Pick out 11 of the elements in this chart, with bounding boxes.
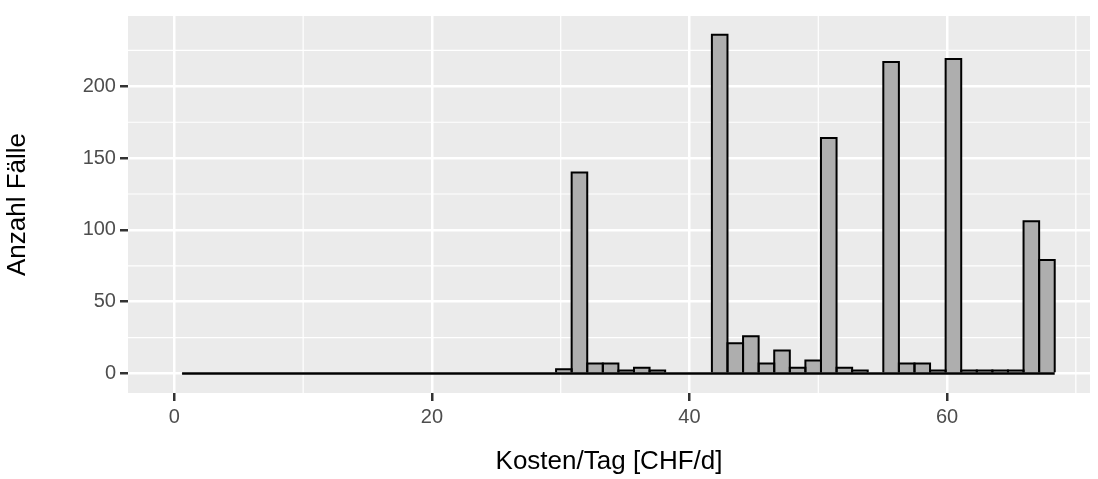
y-tick-label: 50 (93, 289, 116, 312)
y-tick-label: 0 (104, 360, 116, 383)
y-tick-label: 100 (82, 217, 116, 240)
x-tick-label: 20 (420, 404, 444, 427)
y-tick-label: 200 (82, 73, 116, 96)
y-tick-label: 150 (82, 145, 116, 168)
x-axis-title: Kosten/Tag [CHF/d] (495, 444, 723, 475)
y-axis-title: Anzahl Fälle (0, 132, 31, 277)
x-tick-label: 60 (935, 404, 959, 427)
x-tick-label: 0 (168, 404, 180, 427)
x-tick-label: 40 (678, 404, 701, 427)
